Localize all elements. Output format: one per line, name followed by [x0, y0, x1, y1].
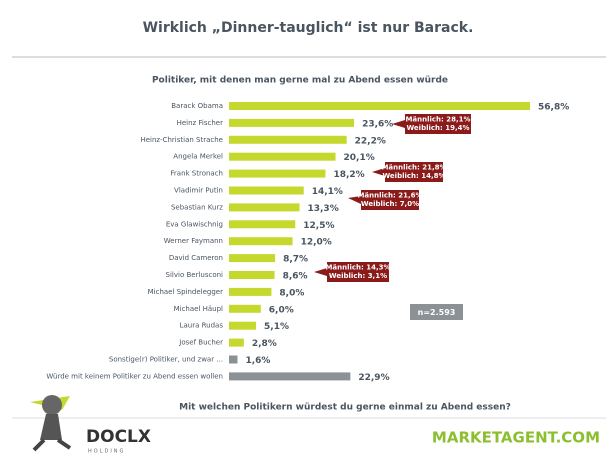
bar	[229, 135, 347, 144]
category-label: Würde mit keinem Politiker zu Abend esse…	[46, 372, 223, 380]
category-label: Frank Stronach	[170, 170, 223, 178]
category-label: Sonstige(r) Politiker, und zwar ...	[109, 356, 223, 364]
value-label: 18,2%	[333, 170, 364, 180]
bar	[229, 254, 276, 263]
bar	[229, 355, 238, 364]
bar	[229, 203, 300, 212]
category-label: Vladimir Putin	[174, 187, 223, 195]
value-label: 22,9%	[358, 373, 389, 383]
value-label: 2,8%	[252, 339, 277, 349]
annotation-box	[372, 162, 443, 182]
category-label: Michael Häupl	[174, 305, 223, 313]
annotation-text: Weiblich: 7,0%	[361, 200, 419, 208]
value-label: 13,3%	[307, 204, 338, 214]
sample-note: n=2.593	[418, 308, 456, 317]
value-label: 1,6%	[245, 356, 270, 366]
category-label: Barack Obama	[171, 102, 223, 110]
bar	[229, 102, 531, 110]
category-label: Werner Faymann	[164, 237, 223, 245]
mascot	[30, 395, 72, 452]
value-label: 8,7%	[283, 255, 308, 265]
annotation-text: Weiblich: 19,4%	[406, 124, 469, 132]
value-label: 12,0%	[301, 238, 332, 248]
chart-title: Wirklich „Dinner-tauglich“ ist nur Barac…	[143, 20, 474, 36]
bar	[229, 321, 257, 330]
bar	[229, 237, 293, 246]
annotation-box	[314, 262, 389, 282]
note-box	[410, 304, 463, 320]
bar	[229, 152, 336, 161]
subtitle: Politiker, mit denen man gerne mal zu Ab…	[152, 76, 448, 86]
value-label: 23,6%	[362, 119, 393, 129]
value-label: 6,0%	[269, 305, 294, 315]
category-label: Eva Glawischnig	[166, 220, 223, 228]
bar	[229, 186, 304, 195]
annotation-text: Weiblich: 3,1%	[329, 272, 387, 280]
bar	[229, 338, 244, 347]
annotation-box	[392, 114, 471, 134]
category-label: Angela Merkel	[173, 153, 223, 161]
bar	[229, 372, 351, 381]
question: Mit welchen Politikern würdest du gerne …	[179, 403, 511, 413]
value-label: 56,8%	[538, 103, 569, 113]
bar	[229, 118, 355, 127]
category-label: David Cameron	[169, 254, 223, 262]
category-label: Josef Bucher	[178, 339, 223, 347]
annotation-text: Männlich: 14,3%	[325, 264, 390, 272]
logo-left: DOCLX	[86, 427, 151, 447]
value-label: 8,6%	[283, 272, 308, 282]
logo-right: MARKETAGENT.COM	[432, 429, 600, 447]
annotation-text: Männlich: 21,6%	[357, 192, 422, 200]
value-label: 12,5%	[303, 221, 334, 231]
category-label: Silvio Berlusconi	[166, 271, 224, 279]
bar	[229, 304, 261, 313]
value-label: 22,2%	[355, 136, 386, 146]
bar	[229, 220, 296, 229]
annotation-text: Weiblich: 14,8%	[382, 172, 445, 180]
annotation-text: Männlich: 28,1%	[405, 116, 470, 124]
annotation-text: Männlich: 21,8%	[381, 164, 446, 172]
value-label: 8,0%	[279, 288, 304, 298]
annotation-box	[348, 190, 419, 210]
bar	[229, 271, 275, 279]
category-label: Laura Rudas	[180, 322, 224, 330]
bar	[229, 287, 272, 296]
bar	[229, 169, 326, 178]
category-label: Heinz-Christian Strache	[140, 136, 223, 144]
value-label: 14,1%	[312, 187, 343, 197]
category-label: Michael Spindelegger	[148, 288, 223, 296]
category-label: Sebastian Kurz	[171, 203, 223, 211]
value-label: 5,1%	[264, 322, 289, 332]
category-label: Heinz Fischer	[177, 119, 224, 127]
logo-left-sub: HOLDING	[88, 449, 125, 455]
value-label: 20,1%	[344, 153, 375, 163]
